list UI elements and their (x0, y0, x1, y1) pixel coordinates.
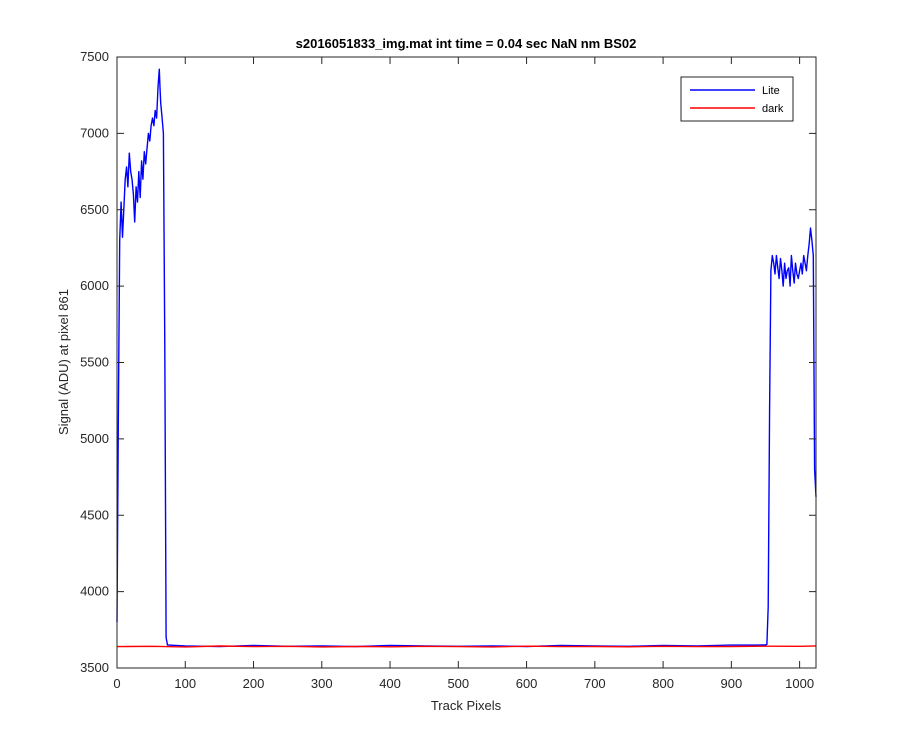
y-tick-label: 7500 (80, 49, 109, 64)
legend-label-lite: Lite (762, 85, 780, 97)
series-layer (116, 68, 817, 648)
y-tick-label: 6500 (80, 202, 109, 217)
y-axis: 3500 4000 4500 5000 5500 6000 6500 7000 7500 (80, 49, 816, 675)
y-tick-label: 7000 (80, 125, 109, 140)
y-tick-label: 5500 (80, 355, 109, 370)
x-tick-label: 1000 (785, 676, 814, 691)
y-axis-label: Signal (ADU) at pixel 861 (56, 289, 71, 435)
y-tick-label: 6000 (80, 278, 109, 293)
plot-area (116, 56, 817, 669)
legend-label-dark: dark (762, 103, 784, 115)
y-tick-label: 4500 (80, 507, 109, 522)
x-axis: 0 100 200 300 400 500 600 700 800 900 1000 (113, 57, 814, 691)
x-tick-label: 0 (113, 676, 120, 691)
y-tick-label: 5000 (80, 431, 109, 446)
chart-title: s2016051833_img.mat int time = 0.04 sec … (296, 36, 637, 51)
legend: Lite dark (680, 76, 794, 122)
x-tick-label: 800 (652, 676, 674, 691)
x-tick-label: 700 (584, 676, 606, 691)
y-tick-label: 3500 (80, 660, 109, 675)
series-line-dark (116, 645, 817, 648)
x-tick-label: 600 (516, 676, 538, 691)
x-tick-label: 900 (721, 676, 743, 691)
x-axis-label: Track Pixels (431, 698, 502, 713)
plot-background (117, 57, 816, 668)
legend-box (680, 76, 794, 122)
x-tick-label: 300 (311, 676, 333, 691)
y-tick-label: 4000 (80, 584, 109, 599)
x-tick-label: 100 (174, 676, 196, 691)
x-tick-label: 200 (243, 676, 265, 691)
x-tick-label: 400 (379, 676, 401, 691)
x-tick-label: 500 (447, 676, 469, 691)
